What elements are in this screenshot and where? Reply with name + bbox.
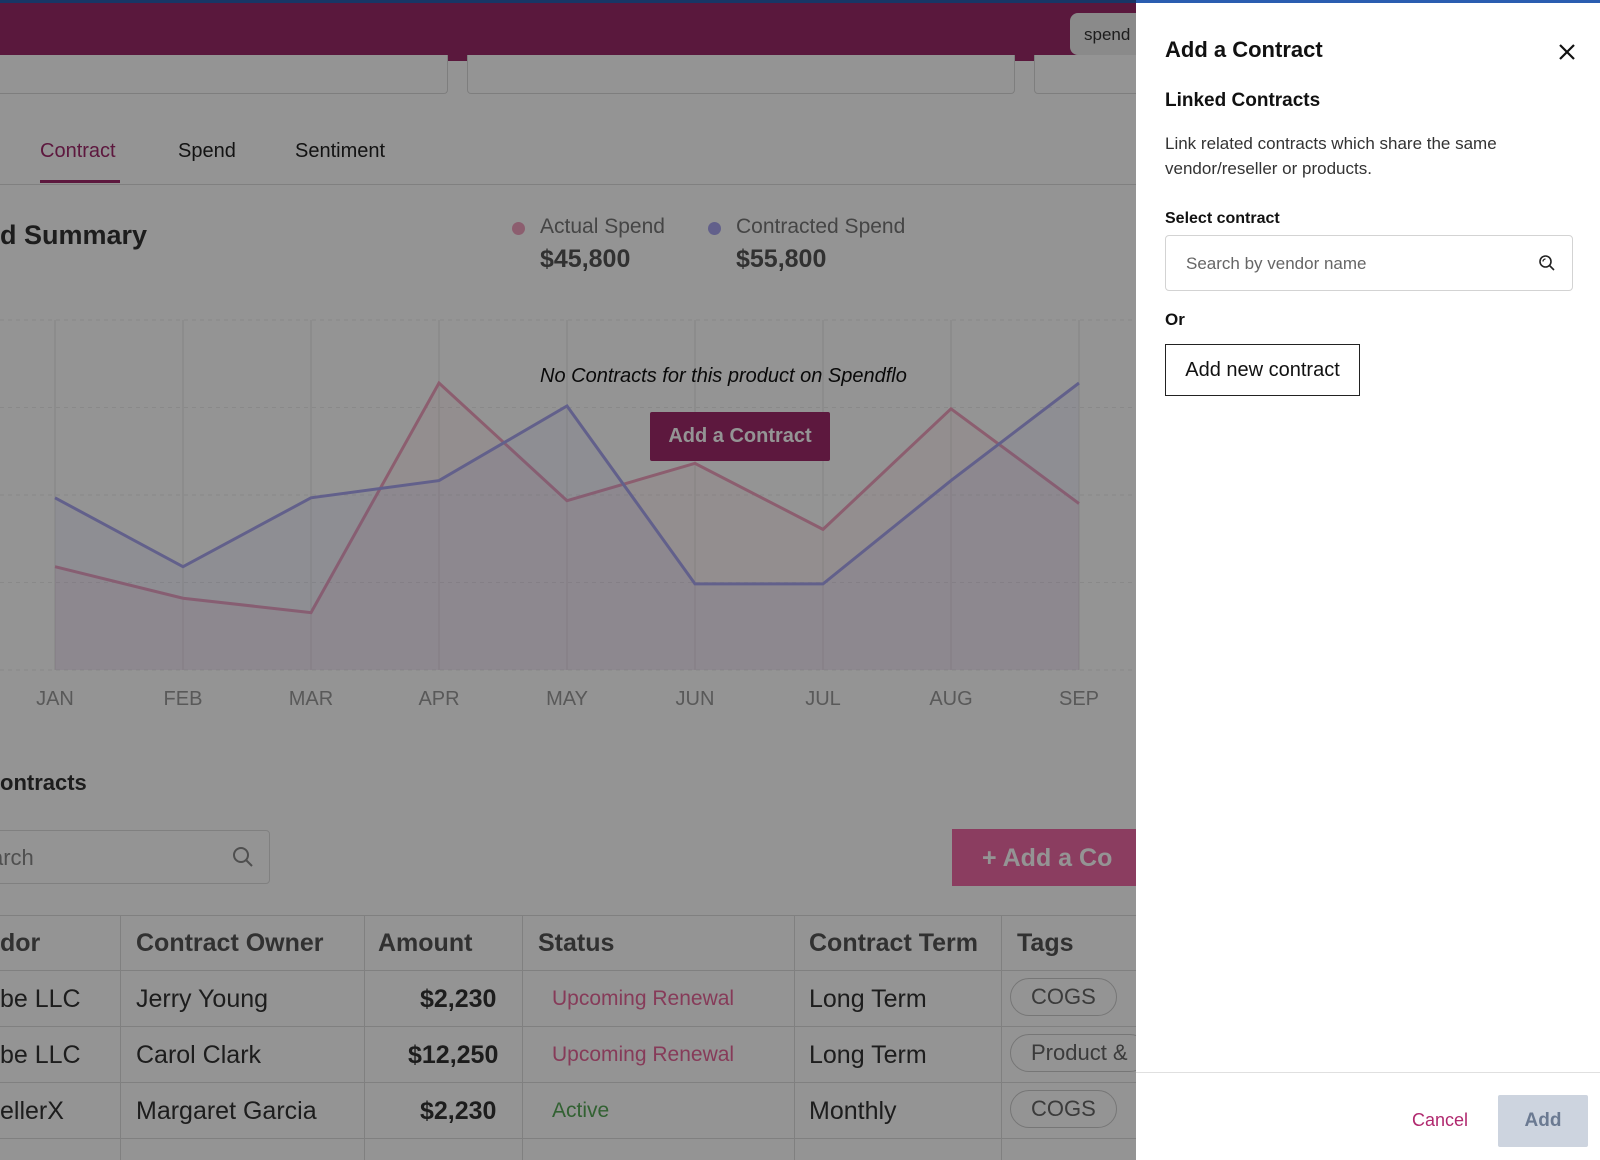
- add-new-contract-button[interactable]: Add new contract: [1165, 344, 1360, 396]
- cell-term: Monthly: [809, 1097, 897, 1125]
- tab-contract[interactable]: Contract: [40, 140, 116, 162]
- legend-value: $45,800: [540, 245, 631, 273]
- legend-label: Contracted Spend: [736, 215, 906, 238]
- column-header-vendor[interactable]: dor: [0, 929, 41, 957]
- drawer-footer: Cancel Add: [1136, 1072, 1600, 1160]
- drawer-title: Add a Contract: [1165, 37, 1323, 62]
- column-header-term: Contract Term: [809, 929, 979, 957]
- tab-sentiment[interactable]: Sentiment: [295, 140, 386, 162]
- modal-backdrop[interactable]: [0, 0, 1136, 1160]
- tag-chip[interactable]: COGS: [1010, 978, 1117, 1016]
- select-contract-label: Select contract: [1165, 210, 1280, 227]
- spend-line-chart: JAN FEB MAR APR MAY JUN JUL AUG SEP: [0, 319, 1136, 710]
- status-badge: Active: [552, 1099, 610, 1122]
- x-tick-label: JUN: [676, 688, 715, 710]
- x-tick-label: MAR: [289, 688, 333, 710]
- cell-vendor: be LLC: [0, 985, 81, 1013]
- add-contract-drawer: Add a Contract Linked Contracts Link rel…: [1136, 0, 1600, 1160]
- chart-title: d Summary: [0, 220, 148, 250]
- cell-amount: $12,250: [408, 1041, 499, 1069]
- cell-owner: Margaret Garcia: [136, 1097, 317, 1125]
- table-divider: [0, 1138, 1200, 1139]
- column-divider: [1001, 915, 1002, 1160]
- cell-term: Long Term: [809, 1041, 927, 1069]
- active-tab-indicator: [40, 180, 120, 183]
- summary-card: [0, 55, 448, 94]
- top-accent-strip: [0, 0, 1600, 3]
- column-header-owner[interactable]: Contract Owner: [136, 929, 324, 957]
- series-area: [55, 383, 1079, 670]
- table-divider: [0, 970, 1200, 971]
- or-separator: Or: [1165, 310, 1185, 329]
- table-divider: [0, 1082, 1200, 1083]
- search-icon: [233, 847, 253, 867]
- contracts-search-input[interactable]: arch: [0, 830, 270, 884]
- tab-bar: Contract Spend Sentiment: [0, 130, 1600, 185]
- tag-chip[interactable]: COGS: [1010, 1090, 1117, 1128]
- tag-chip[interactable]: Product &: [1010, 1034, 1149, 1072]
- add-button[interactable]: Add: [1498, 1095, 1588, 1147]
- add-contract-button[interactable]: Add a Contract: [650, 412, 830, 461]
- empty-state-message: No Contracts for this product on Spendfl…: [540, 365, 907, 387]
- cell-owner: Jerry Young: [136, 985, 269, 1013]
- cell-vendor: ellerX: [0, 1097, 64, 1125]
- vendor-search-input[interactable]: Search by vendor name: [1165, 235, 1573, 291]
- summary-card: [467, 55, 1015, 94]
- column-divider: [364, 915, 365, 1160]
- cancel-button[interactable]: Cancel: [1412, 1110, 1469, 1130]
- linked-contracts-description: Link related contracts which share the s…: [1165, 134, 1497, 178]
- search-icon[interactable]: [1538, 254, 1556, 272]
- column-header-status: Status: [538, 929, 615, 957]
- search-placeholder: arch: [0, 845, 34, 870]
- legend-dot: [512, 222, 525, 235]
- column-divider: [522, 915, 523, 1160]
- linked-contracts-heading: Linked Contracts: [1165, 90, 1321, 111]
- cell-owner: Carol Clark: [136, 1041, 262, 1069]
- status-badge: Upcoming Renewal: [552, 987, 735, 1010]
- column-divider: [120, 915, 121, 1160]
- series-line: [54, 380, 1080, 615]
- column-header-tags: Tags: [1017, 929, 1074, 957]
- column-header-amount[interactable]: Amount: [378, 929, 473, 957]
- x-tick-label: FEB: [164, 688, 203, 710]
- cell-term: Long Term: [809, 985, 927, 1013]
- x-tick-label: SEP: [1059, 688, 1099, 710]
- x-tick-label: JAN: [36, 688, 74, 710]
- legend-value: $55,800: [736, 245, 827, 273]
- table-divider: [0, 1026, 1200, 1027]
- vendor-search-placeholder: Search by vendor name: [1186, 254, 1367, 273]
- column-divider: [794, 915, 795, 1160]
- x-tick-label: APR: [418, 688, 459, 710]
- x-tick-label: JUL: [805, 688, 841, 710]
- series-line: [54, 381, 1080, 586]
- cell-vendor: be LLC: [0, 1041, 81, 1069]
- cell-amount: $2,230: [420, 985, 497, 1013]
- table-divider: [0, 915, 1200, 916]
- close-icon[interactable]: [1556, 41, 1578, 63]
- x-tick-label: MAY: [546, 688, 588, 710]
- status-badge: Upcoming Renewal: [552, 1043, 735, 1066]
- x-tick-label: AUG: [929, 688, 972, 710]
- contracts-section-title: ontracts: [0, 770, 87, 795]
- cell-amount: $2,230: [420, 1097, 497, 1125]
- tab-spend[interactable]: Spend: [178, 140, 236, 162]
- series-area: [55, 383, 1079, 670]
- legend-label: Actual Spend: [540, 215, 665, 238]
- legend-dot: [708, 222, 721, 235]
